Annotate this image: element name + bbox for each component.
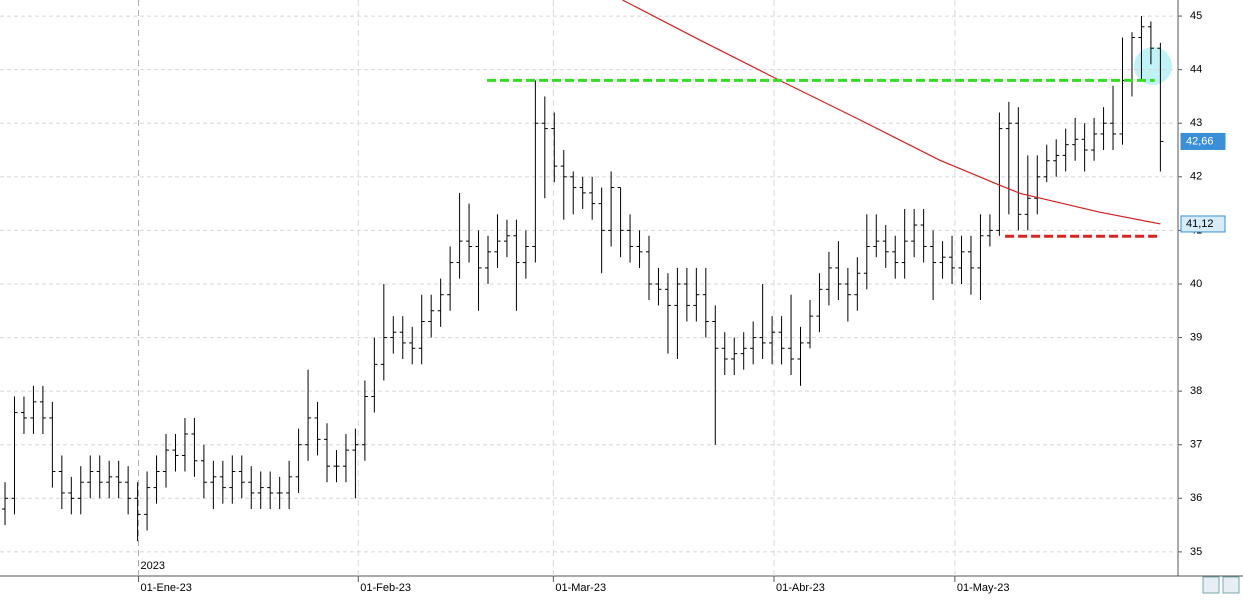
tool-icon[interactable] bbox=[1202, 576, 1220, 594]
x-tick-label: 01-Feb-23 bbox=[360, 582, 411, 594]
price-label-box bbox=[1180, 132, 1226, 150]
y-tick-label: 35 bbox=[1190, 546, 1202, 558]
price-label: 42,66 bbox=[1186, 135, 1214, 147]
x-tick-label: 01-May-23 bbox=[957, 582, 1010, 594]
y-tick-label: 38 bbox=[1190, 385, 1202, 397]
price-label-box bbox=[1180, 215, 1226, 233]
y-tick-label: 43 bbox=[1190, 117, 1202, 129]
year-label: 2023 bbox=[141, 560, 165, 572]
tool-icon[interactable] bbox=[1222, 576, 1240, 594]
y-tick-label: 40 bbox=[1190, 278, 1202, 290]
price-label: 41,12 bbox=[1186, 218, 1214, 230]
moving-average bbox=[622, 0, 1161, 225]
x-tick-label: 01-Mar-23 bbox=[555, 582, 606, 594]
y-tick-label: 36 bbox=[1190, 492, 1202, 504]
x-tick-label: 01-Ene-23 bbox=[141, 582, 192, 594]
y-tick-label: 39 bbox=[1190, 331, 1202, 343]
y-tick-label: 37 bbox=[1190, 439, 1202, 451]
y-tick-label: 42 bbox=[1190, 171, 1202, 183]
highlight-circle bbox=[1134, 47, 1172, 85]
y-tick-label: 45 bbox=[1190, 10, 1202, 22]
x-tick-label: 01-Abr-23 bbox=[776, 582, 825, 594]
y-tick-label: 44 bbox=[1190, 64, 1202, 76]
